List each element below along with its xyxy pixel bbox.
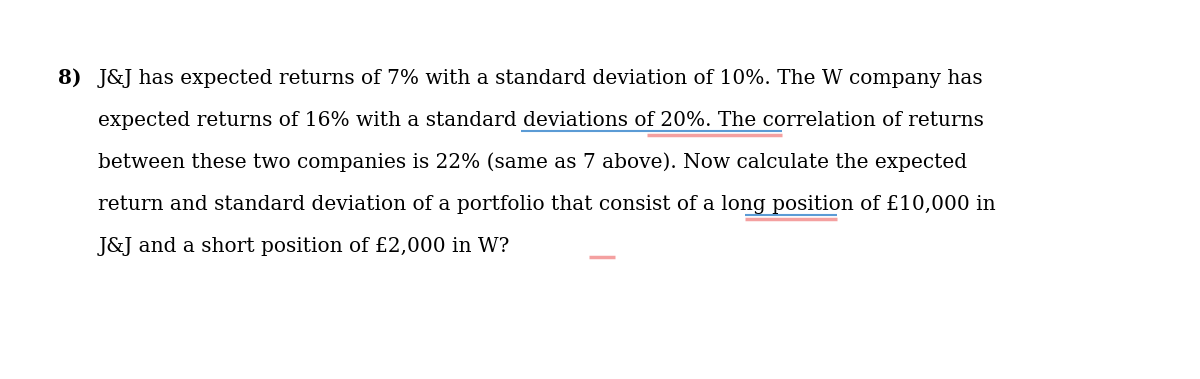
Text: return and standard deviation of a portfolio that consist of a long position of : return and standard deviation of a portf…: [98, 195, 996, 214]
Text: expected returns of 16% with a standard deviations of 20%. The correlation of re: expected returns of 16% with a standard …: [98, 111, 984, 130]
Text: between these two companies is 22% (same as 7 above). Now calculate the expected: between these two companies is 22% (same…: [98, 152, 967, 172]
Text: J&J has expected returns of 7% with a standard deviation of 10%. The W company h: J&J has expected returns of 7% with a st…: [98, 69, 983, 88]
Text: 8): 8): [58, 68, 82, 88]
Text: J&J and a short position of £2,000 in W?: J&J and a short position of £2,000 in W?: [98, 237, 510, 256]
